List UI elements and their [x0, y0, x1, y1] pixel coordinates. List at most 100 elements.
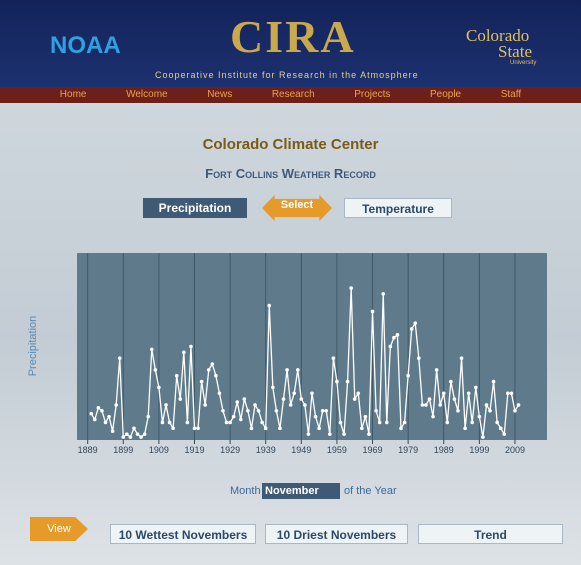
precip-point: [513, 409, 517, 413]
precip-point: [449, 380, 453, 384]
precip-point: [132, 427, 136, 431]
precip-point: [97, 406, 101, 410]
x-tick-label: 1929: [220, 445, 240, 455]
precip-point: [125, 432, 129, 436]
precip-point: [435, 368, 439, 372]
precip-point: [413, 321, 417, 325]
precip-point: [143, 432, 147, 436]
precip-point: [243, 397, 247, 401]
precip-point: [431, 415, 435, 419]
precip-point: [470, 421, 474, 425]
precip-point: [317, 427, 321, 431]
precip-point: [442, 391, 446, 395]
precip-point: [118, 356, 122, 360]
precip-point: [104, 421, 108, 425]
precip-point: [228, 421, 232, 425]
precip-point: [346, 380, 350, 384]
page: NOAA CIRA Cooperative Institute for Rese…: [0, 0, 581, 565]
precip-point: [506, 391, 510, 395]
precip-point: [446, 421, 450, 425]
precip-point: [300, 397, 304, 401]
precip-point: [310, 391, 314, 395]
precip-point: [335, 380, 339, 384]
precip-point: [478, 415, 482, 419]
x-tick-label: 1889: [78, 445, 98, 455]
precip-point: [364, 415, 368, 419]
precip-point: [271, 386, 275, 390]
y-axis-label: Precipitation: [27, 316, 39, 377]
precip-point: [510, 391, 514, 395]
precip-point: [417, 356, 421, 360]
precip-point: [175, 374, 179, 378]
precip-point: [399, 427, 403, 431]
precip-point: [517, 403, 521, 407]
precip-point: [235, 400, 239, 404]
precip-point: [168, 421, 172, 425]
precip-point: [250, 427, 254, 431]
x-tick-label: 1949: [291, 445, 311, 455]
precip-point: [328, 432, 332, 436]
precip-point: [182, 351, 186, 355]
precip-point: [289, 403, 293, 407]
precip-point: [342, 432, 346, 436]
precip-point: [193, 427, 197, 431]
driest-button[interactable]: 10 Driest Novembers: [265, 524, 408, 544]
precip-point: [93, 418, 97, 422]
precip-point: [499, 427, 503, 431]
precip-point: [257, 409, 261, 413]
precip-point: [89, 412, 93, 416]
precip-point: [171, 427, 175, 431]
plot-area: [77, 253, 547, 440]
x-tick-label: 1969: [363, 445, 383, 455]
precip-point: [221, 409, 225, 413]
chart: Precipitation 18891899190919191929193919…: [0, 0, 581, 565]
precip-point: [253, 403, 257, 407]
precip-point: [200, 380, 204, 384]
precip-point: [161, 421, 165, 425]
month-suffix: of the Year: [344, 485, 397, 497]
precip-point: [211, 362, 215, 366]
precip-point: [481, 435, 485, 439]
precip-point: [349, 286, 353, 290]
precip-point: [154, 368, 158, 372]
precip-point: [421, 403, 425, 407]
precip-point: [485, 403, 489, 407]
precip-point: [111, 429, 115, 433]
month-select[interactable]: November: [262, 483, 340, 499]
x-tick-label: 1899: [113, 445, 133, 455]
precip-point: [178, 397, 182, 401]
x-tick-label: 1919: [184, 445, 204, 455]
precip-point: [321, 409, 325, 413]
precip-point: [246, 409, 250, 413]
precip-point: [129, 435, 133, 439]
precip-point: [381, 292, 385, 296]
precip-point: [100, 409, 104, 413]
precip-point: [314, 415, 318, 419]
precip-point: [136, 432, 140, 436]
precip-point: [107, 415, 111, 419]
precip-point: [389, 345, 393, 349]
precip-point: [474, 386, 478, 390]
month-label: Month: [230, 485, 261, 497]
precip-point: [196, 427, 200, 431]
precip-point: [396, 333, 400, 337]
precip-point: [456, 409, 460, 413]
precip-point: [502, 432, 506, 436]
precip-point: [385, 421, 389, 425]
precip-point: [150, 348, 154, 352]
precip-point: [282, 397, 286, 401]
precip-point: [232, 415, 236, 419]
precip-point: [332, 356, 336, 360]
precip-point: [453, 397, 457, 401]
precip-point: [495, 421, 499, 425]
precip-point: [428, 397, 432, 401]
precip-point: [207, 368, 211, 372]
wettest-button[interactable]: 10 Wettest Novembers: [110, 524, 256, 544]
precip-point: [374, 409, 378, 413]
trend-button[interactable]: Trend: [418, 524, 563, 544]
precip-point: [278, 427, 282, 431]
precip-point: [146, 415, 150, 419]
precip-point: [296, 368, 300, 372]
precip-point: [303, 403, 307, 407]
x-tick-label: 1909: [149, 445, 169, 455]
